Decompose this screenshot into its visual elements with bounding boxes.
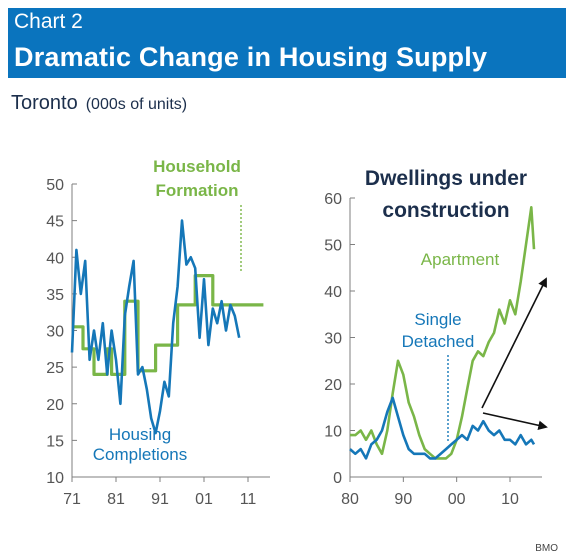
y-tick-label: 10	[324, 424, 342, 441]
series-housing-completions	[70, 219, 241, 435]
x-tick-label: 00	[448, 491, 466, 508]
chart-title: Dramatic Change in Housing Supply	[14, 42, 488, 72]
y-tick-label: 20	[46, 397, 64, 414]
x-tick-label: 10	[501, 491, 519, 508]
subtitle-unit: (000s of units)	[85, 96, 188, 113]
y-tick-label: 60	[324, 191, 342, 208]
series-label: Housing	[109, 425, 171, 444]
chart-1: 10 15 20 25 30 35 40 45 50 71 81 91 01 11 Household For…	[46, 157, 270, 508]
x-tick-label: 80	[341, 491, 359, 508]
x-tick-label: 90	[394, 491, 412, 508]
series-label: Single	[414, 310, 461, 329]
y-tick-label: 0	[333, 470, 342, 487]
series-household-formation	[72, 274, 264, 376]
single-detached-trend-arrow	[482, 412, 548, 431]
header-banner: Chart 2 Dramatic Change in Housing Suppl…	[8, 8, 566, 78]
y-tick-label: 45	[46, 214, 64, 231]
y-tick-label: 35	[46, 287, 64, 304]
subtitle: Toronto (000s of units)	[11, 92, 187, 115]
subtitle-city: Toronto	[11, 92, 78, 114]
y-tick-label: 30	[324, 331, 342, 348]
y-tick-label: 20	[324, 377, 342, 394]
x-tick-label: 81	[107, 491, 125, 508]
apartment-trend-arrow	[481, 277, 547, 409]
series-label: Apartment	[421, 250, 500, 269]
series-label: Household	[153, 157, 241, 176]
source-label: BMO	[535, 543, 558, 554]
chart-2: 0 10 20 30 40 50 60 80 90 00 10 Dwellings under cons…	[324, 167, 542, 508]
chart-2-title: construction	[382, 199, 509, 222]
y-tick-label: 50	[324, 238, 342, 255]
x-tick-label: 01	[195, 491, 213, 508]
y-tick-label: 25	[46, 360, 64, 377]
y-tick-label: 10	[46, 470, 64, 487]
series-apartment	[350, 206, 536, 460]
y-tick-label: 50	[46, 177, 64, 194]
y-tick-label: 15	[46, 433, 64, 450]
chart-number: Chart 2	[14, 10, 83, 33]
x-tick-label: 91	[151, 491, 169, 508]
chart-2-title: Dwellings under	[365, 167, 527, 190]
y-tick-label: 40	[324, 284, 342, 301]
series-label: Detached	[402, 332, 475, 351]
y-tick-label: 30	[46, 324, 64, 341]
x-tick-label: 11	[240, 491, 257, 508]
series-single-detached	[349, 396, 536, 460]
series-label: Completions	[93, 445, 188, 464]
series-label: Formation	[155, 181, 238, 200]
y-tick-label: 40	[46, 250, 64, 267]
x-tick-label: 71	[63, 491, 81, 508]
